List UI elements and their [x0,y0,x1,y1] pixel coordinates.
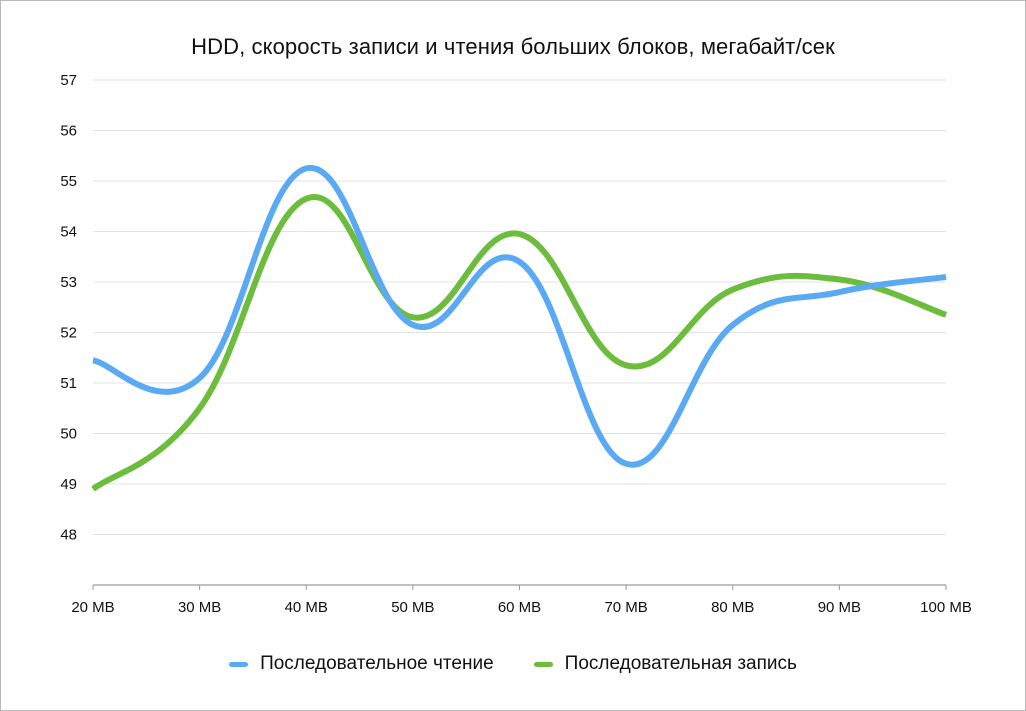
y-tick-label: 55 [60,173,77,190]
x-tick-label: 20 MB [71,599,114,616]
y-tick-label: 48 [60,527,77,544]
x-tick-label: 50 MB [391,599,434,616]
y-tick-label: 50 [60,426,77,443]
y-tick-label: 52 [60,325,77,342]
x-axis-labels: 20 MB 30 MB 40 MB 50 MB 60 MB 70 MB 80 MB 90 MB… [71,599,972,616]
series-line-write [91,193,947,492]
x-tick-label: 100 MB [920,599,972,616]
x-tick-label: 30 MB [178,599,221,616]
legend-swatch-read [229,661,249,667]
y-tick-label: 56 [60,123,77,140]
x-tick-label: 70 MB [604,599,647,616]
x-axis [92,584,947,590]
x-tick-label: 40 MB [285,599,328,616]
legend-swatch-write [533,661,553,667]
x-tick-label: 60 MB [498,599,541,616]
y-tick-label: 53 [60,274,77,291]
legend-label-write: Последовательная запись [564,653,797,674]
x-tick-label: 80 MB [711,599,754,616]
legend: Последовательное чтение Последовательная… [0,653,1026,675]
legend-item-read: Последовательное чтение [229,653,494,675]
legend-item-write: Последовательная запись [533,653,797,675]
y-axis-labels: 48 49 50 51 52 53 54 55 56 57 [60,72,77,544]
chart-title: HDD, скорость записи и чтения больших бл… [191,34,835,59]
series-lines [91,165,947,492]
y-tick-label: 51 [60,375,77,392]
y-tick-label: 54 [60,224,77,241]
series-line-read [92,165,947,468]
grid-lines [93,79,946,535]
y-tick-label: 57 [60,72,77,89]
legend-label-read: Последовательное чтение [260,653,494,674]
y-tick-label: 49 [60,476,77,493]
x-tick-label: 90 MB [818,599,861,616]
